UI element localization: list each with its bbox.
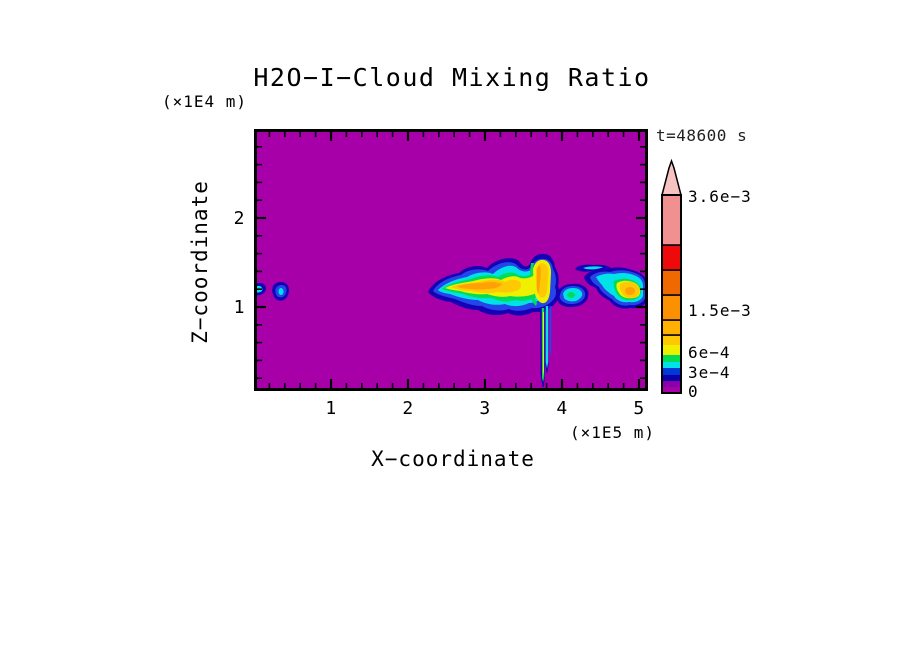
- colorbar-segment: [662, 355, 681, 362]
- x-axis-units: (×1E5 m): [570, 423, 655, 442]
- colorbar: [662, 195, 681, 393]
- cloud-contours: [256, 253, 646, 387]
- plot-frame: [254, 129, 648, 391]
- colorbar-segment: [662, 295, 681, 320]
- z-axis-units: (×1E4 m): [162, 92, 247, 111]
- colorbar-label-3_6e-3: 3.6e−3: [688, 187, 752, 206]
- colorbar-segment: [662, 320, 681, 335]
- colorbar-segment: [662, 335, 681, 345]
- plot-title: H2O−I−Cloud Mixing Ratio: [253, 63, 650, 92]
- colorbar-segment: [662, 270, 681, 295]
- cyan-blob-green-dot: [567, 292, 575, 298]
- colorbar-segment: [662, 195, 681, 245]
- colorbar-segment: [662, 368, 681, 375]
- streak-blue: [549, 306, 552, 356]
- x-tick-label-5: 5: [633, 398, 644, 419]
- main-cloud-amber: [457, 281, 502, 290]
- colorbar-segment: [662, 381, 681, 387]
- x-tick-label-2: 2: [402, 398, 413, 419]
- x-axis-label: X−coordinate: [371, 447, 535, 471]
- z-axis-label: Z−coordinate: [188, 180, 212, 344]
- colorbar-label-0: 0: [688, 382, 699, 401]
- colorbar-segment: [662, 245, 681, 270]
- colorbar-segment: [662, 375, 681, 381]
- streak-yellow: [542, 312, 544, 376]
- time-label: t=48600 s: [656, 126, 747, 145]
- axis-ticks: [257, 132, 645, 388]
- tower-green-stripe: [530, 263, 537, 306]
- right-cloud-amber: [625, 287, 635, 295]
- plot-area: [255, 130, 647, 390]
- x-tick-label-4: 4: [556, 398, 567, 419]
- small-blob-cyan: [278, 288, 284, 295]
- z-tick-label-1: 1: [234, 297, 245, 318]
- colorbar-label-1_5e-3: 1.5e−3: [688, 301, 752, 320]
- streak-cyan: [545, 306, 549, 369]
- x-tick-label-1: 1: [325, 398, 336, 419]
- z-tick-label-2: 2: [234, 208, 245, 229]
- colorbar-segment: [662, 362, 681, 368]
- colorbar-segment: [662, 345, 681, 355]
- colorbar-label-3e-4: 3e−4: [688, 363, 731, 382]
- tower-amber: [537, 265, 541, 293]
- colorbar-frame: [661, 194, 682, 394]
- colorbar-segment: [662, 387, 681, 393]
- colorbar-arrow: [661, 158, 682, 196]
- colorbar-label-6e-4: 6e−4: [688, 343, 731, 362]
- sliver-cyan: [583, 266, 603, 270]
- x-tick-label-3: 3: [479, 398, 490, 419]
